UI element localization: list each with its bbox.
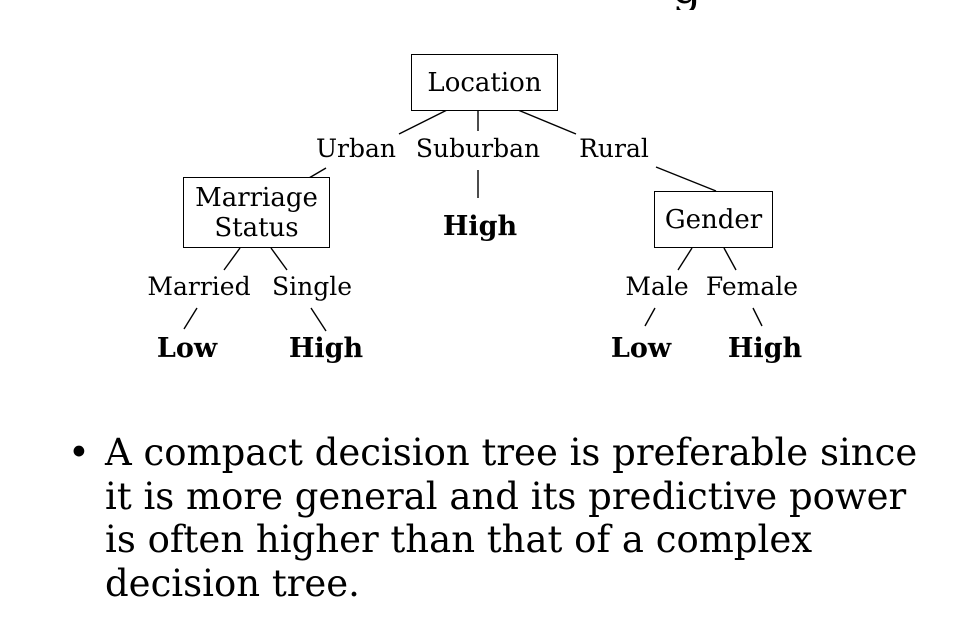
branch-label-married: Married bbox=[147, 272, 251, 301]
edge-marriage-single bbox=[270, 247, 288, 271]
branch-label-rural: Rural bbox=[579, 134, 649, 163]
edge-rural-gender bbox=[655, 166, 717, 192]
branch-label-suburban: Suburban bbox=[415, 134, 541, 163]
leaf-single-high: High bbox=[288, 333, 364, 364]
edge-gender-female bbox=[723, 247, 737, 271]
edge-married-low bbox=[183, 307, 198, 330]
leaf-married-low: Low bbox=[156, 333, 218, 364]
node-location: Location bbox=[411, 54, 558, 111]
edge-male-low bbox=[644, 307, 656, 327]
edge-location-rural bbox=[517, 109, 577, 135]
node-gender: Gender bbox=[654, 191, 773, 248]
bullet-point: • A compact decision tree is preferable … bbox=[68, 431, 918, 605]
branch-label-urban: Urban bbox=[315, 134, 397, 163]
bullet-marker: • bbox=[68, 431, 90, 474]
branch-label-single: Single bbox=[271, 272, 353, 301]
node-marriage-status: Marriage Status bbox=[183, 177, 330, 248]
leaf-suburban-high: High bbox=[442, 211, 518, 242]
branch-label-male: Male bbox=[625, 272, 689, 301]
leaf-male-low: Low bbox=[610, 333, 672, 364]
edge-single-high bbox=[310, 307, 327, 332]
slide-title-fragment: g bbox=[600, 0, 720, 10]
edge-marriage-married bbox=[223, 247, 241, 271]
edge-gender-male bbox=[677, 247, 693, 271]
leaf-female-high: High bbox=[727, 333, 803, 364]
bullet-text: A compact decision tree is preferable si… bbox=[105, 431, 918, 605]
edge-urban-marriage bbox=[308, 167, 327, 179]
edge-female-high bbox=[752, 307, 763, 327]
branch-label-female: Female bbox=[705, 272, 799, 301]
edge-location-urban bbox=[398, 109, 448, 135]
